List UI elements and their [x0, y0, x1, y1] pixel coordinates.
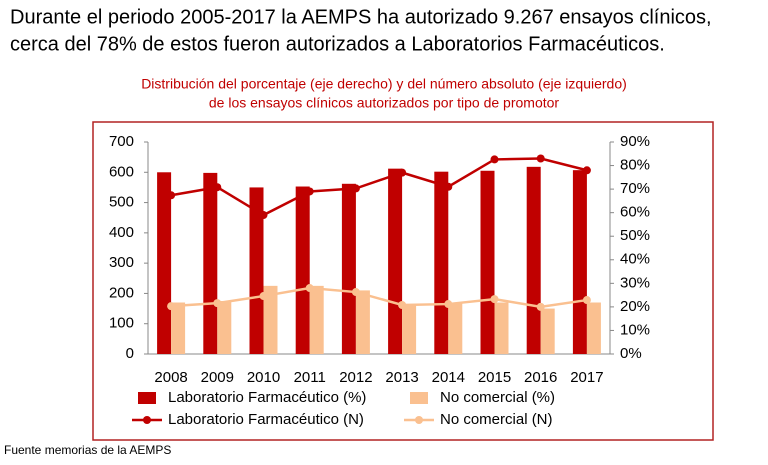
bar [249, 187, 264, 354]
point [305, 284, 314, 293]
point [582, 166, 591, 175]
bar [263, 285, 278, 354]
y2-tick-label: 30% [620, 274, 650, 291]
bar [572, 170, 587, 354]
point [536, 154, 545, 163]
x-tick-label: 2011 [294, 369, 326, 386]
bar [355, 290, 370, 354]
y2-tick-label: 20% [620, 298, 650, 315]
point [351, 288, 360, 297]
x-tick-label: 2017 [570, 369, 603, 386]
bar [171, 302, 186, 354]
y-tick-label: 400 [109, 224, 134, 241]
legend-label: No comercial (N) [440, 411, 553, 428]
point [536, 302, 545, 311]
point [351, 184, 360, 193]
point [213, 299, 222, 308]
heading-line: cerca del 78% de estos fueron autorizado… [10, 33, 665, 55]
point [398, 301, 407, 310]
bar [526, 166, 541, 354]
y-tick-label: 300 [109, 254, 134, 271]
point [398, 168, 407, 177]
bar [341, 183, 356, 354]
x-tick-label: 2012 [339, 369, 372, 386]
x-tick-label: 2013 [385, 369, 418, 386]
x-tick-label: 2016 [524, 369, 557, 386]
bar [295, 186, 310, 354]
chart-title: Distribución del porcentaje (eje derecho… [141, 76, 627, 92]
bar [494, 302, 509, 354]
point [167, 191, 176, 200]
legend-label: Laboratorio Farmacéutico (%) [168, 389, 366, 406]
y2-tick-label: 60% [620, 204, 650, 221]
y-tick-label: 200 [109, 284, 134, 301]
point [444, 300, 453, 309]
x-tick-label: 2008 [154, 369, 187, 386]
y2-tick-label: 40% [620, 251, 650, 268]
source-note: Fuente memorias de la AEMPS [4, 443, 171, 457]
legend-swatch [410, 392, 428, 404]
point [167, 302, 176, 311]
x-tick-label: 2009 [201, 369, 234, 386]
y2-tick-label: 70% [620, 180, 650, 197]
bar [309, 285, 324, 354]
bar [157, 172, 172, 354]
bar [448, 302, 463, 354]
chart-frame [92, 121, 714, 441]
bar [586, 302, 601, 354]
bar [480, 170, 495, 354]
bar [434, 171, 449, 354]
point [490, 155, 499, 164]
point [259, 292, 268, 301]
x-tick-label: 2014 [432, 369, 465, 386]
bar [217, 301, 232, 354]
y2-tick-label: 80% [620, 157, 650, 174]
bar [402, 304, 417, 354]
legend-label: No comercial (%) [440, 389, 555, 406]
point [582, 296, 591, 305]
point [259, 211, 268, 220]
heading-line: Durante el periodo 2005-2017 la AEMPS ha… [10, 6, 712, 28]
legend-swatch [138, 392, 156, 404]
legend-swatch [415, 416, 423, 424]
y2-tick-label: 0% [620, 345, 642, 362]
y-tick-label: 0 [126, 345, 134, 362]
bar [388, 168, 403, 354]
point [444, 182, 453, 191]
legend-label: Laboratorio Farmacéutico (N) [168, 411, 364, 428]
y-tick-label: 700 [109, 133, 134, 150]
y2-tick-label: 50% [620, 227, 650, 244]
y-tick-label: 100 [109, 315, 134, 332]
legend-swatch [143, 416, 151, 424]
line [171, 286, 588, 309]
bar [203, 172, 218, 354]
x-tick-label: 2015 [478, 369, 511, 386]
point [490, 295, 499, 304]
point [213, 183, 222, 192]
y2-tick-label: 10% [620, 321, 650, 338]
point [305, 187, 314, 196]
bar [540, 308, 555, 354]
x-tick-label: 2010 [247, 369, 280, 386]
line [170, 157, 588, 217]
y2-tick-label: 90% [620, 133, 650, 150]
chart-title: de los ensayos clínicos autorizados por … [209, 95, 560, 111]
y-tick-label: 500 [109, 194, 134, 211]
y-tick-label: 600 [109, 163, 134, 180]
